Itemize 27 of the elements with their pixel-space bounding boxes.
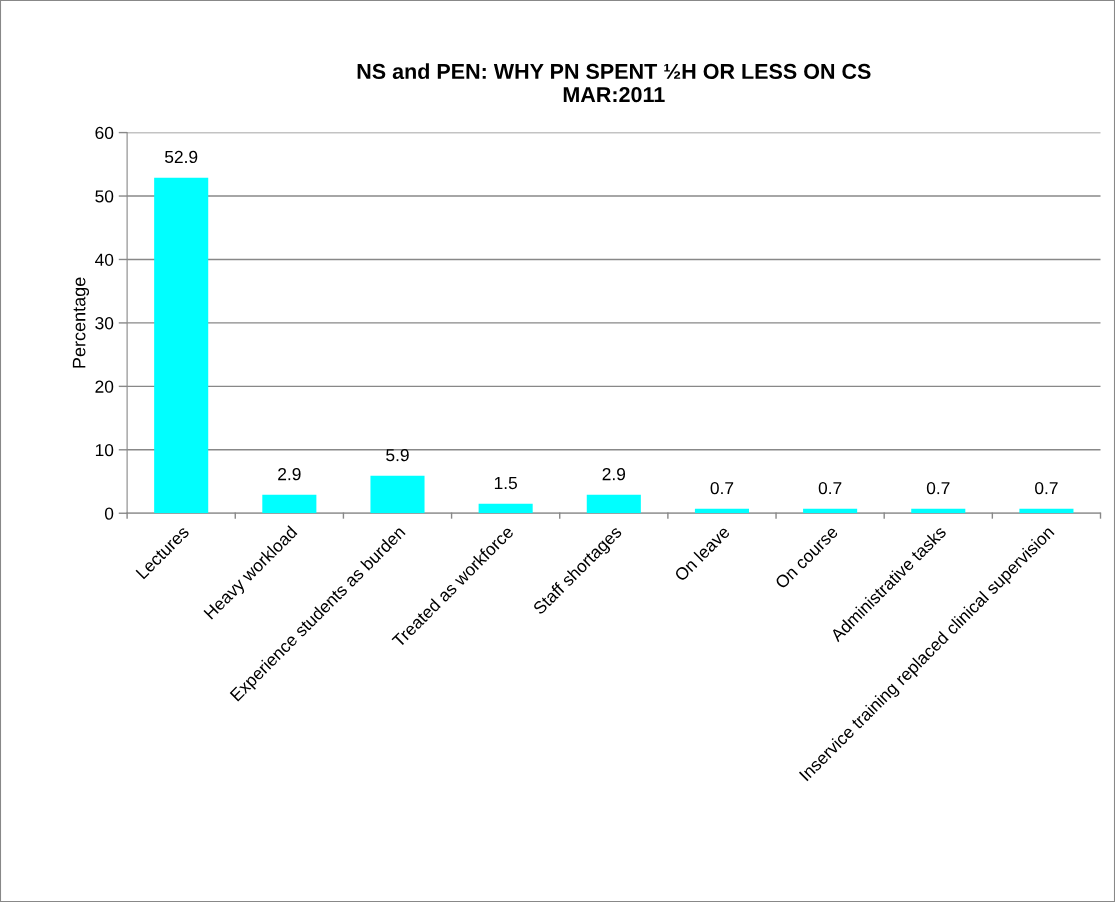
y-tick-label: 30: [95, 317, 114, 330]
y-axis-title: Percentage: [72, 277, 90, 368]
y-tick-label: 20: [95, 380, 114, 393]
data-label: 0.7: [710, 481, 734, 495]
bar: [478, 503, 533, 514]
data-label: 1.5: [494, 477, 517, 490]
bar: [370, 475, 425, 514]
data-label: 2.9: [278, 468, 301, 481]
data-label: 0.7: [926, 481, 950, 495]
bar: [803, 508, 858, 514]
bar: [262, 494, 317, 514]
y-tick-label: 40: [95, 253, 114, 266]
data-label: 0.7: [818, 481, 842, 495]
y-tick-label: 50: [95, 190, 114, 203]
y-tick-label: 0: [104, 507, 114, 520]
bar: [586, 494, 641, 514]
bar: [694, 508, 749, 514]
y-tick-label: 60: [95, 126, 114, 140]
data-label: 52.9: [164, 150, 198, 164]
chart-title: NS and PEN: WHY PN SPENT ½H OR LESS ON CS MAR:2011: [357, 63, 871, 103]
y-tick-label: 10: [95, 443, 114, 457]
data-label: 2.9: [602, 468, 626, 481]
data-label: 5.9: [386, 448, 409, 462]
data-label: 0.7: [1035, 481, 1058, 495]
bar: [1019, 508, 1074, 514]
bar: [911, 508, 966, 514]
bar: [154, 177, 209, 514]
